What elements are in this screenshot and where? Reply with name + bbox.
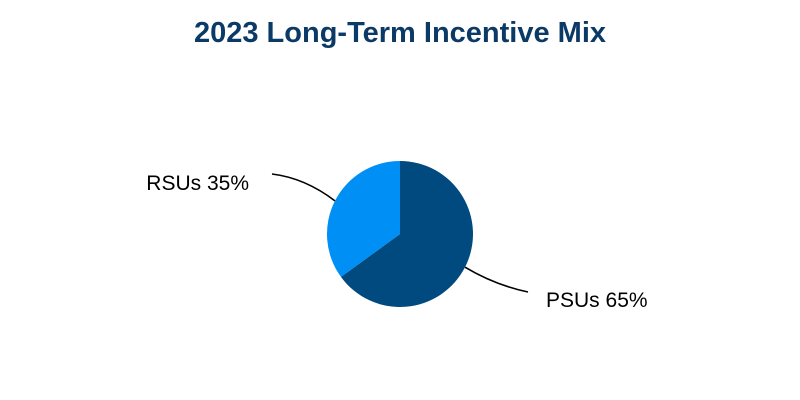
slice-label-rsus: RSUs 35%	[146, 172, 249, 195]
pie-slice-rsus	[326, 160, 400, 277]
slice-labels: PSUs 65% RSUs 35%	[146, 172, 647, 312]
pie-slice-psus	[340, 161, 473, 307]
leader-line-psus	[464, 266, 529, 293]
pie-slices	[326, 160, 473, 307]
slice-label-psus: PSUs 65%	[546, 289, 648, 312]
leader-lines	[271, 173, 529, 293]
chart-title: 2023 Long-Term Incentive Mix	[193, 17, 607, 49]
leader-line-rsus	[271, 173, 336, 202]
